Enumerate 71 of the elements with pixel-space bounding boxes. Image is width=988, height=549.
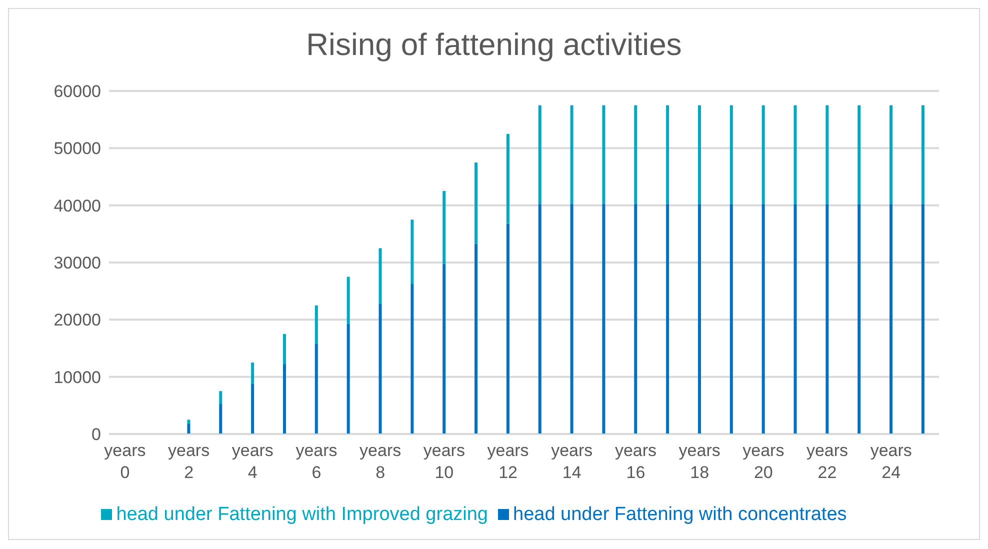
bar bbox=[921, 204, 924, 434]
bar bbox=[826, 204, 829, 434]
bar bbox=[794, 105, 797, 204]
bar bbox=[378, 248, 382, 304]
x-tick-label: years 24 bbox=[870, 441, 912, 482]
bar bbox=[410, 220, 414, 284]
bar bbox=[634, 105, 638, 204]
x-tick-label: years 2 bbox=[168, 441, 210, 482]
x-tick-label: years 10 bbox=[423, 441, 465, 482]
x-tick-label: years 6 bbox=[296, 441, 338, 482]
bar bbox=[698, 204, 701, 434]
bar bbox=[442, 264, 446, 434]
bar bbox=[506, 224, 510, 434]
bar bbox=[187, 420, 190, 424]
y-tick-label: 20000 bbox=[54, 310, 101, 330]
chart-title: Rising of fattening activities bbox=[305, 27, 683, 64]
bar bbox=[282, 334, 286, 364]
bar bbox=[890, 105, 893, 204]
bar bbox=[890, 204, 893, 434]
bar bbox=[698, 105, 701, 204]
bar bbox=[219, 391, 222, 404]
x-tick-label: years 8 bbox=[360, 441, 402, 482]
x-tick-label: years 20 bbox=[742, 441, 784, 482]
y-tick-label: 50000 bbox=[54, 139, 101, 158]
bar bbox=[602, 204, 606, 434]
bar bbox=[538, 105, 542, 204]
bar bbox=[730, 105, 733, 204]
bar bbox=[762, 105, 765, 204]
bar bbox=[251, 362, 254, 384]
x-tick-label: years 16 bbox=[614, 441, 657, 482]
bar bbox=[314, 344, 318, 434]
bar bbox=[378, 304, 382, 434]
bar bbox=[346, 276, 350, 324]
bar bbox=[730, 204, 733, 434]
bar bbox=[634, 204, 638, 434]
bar bbox=[762, 204, 765, 434]
x-tick-label: years 12 bbox=[487, 441, 529, 482]
bar bbox=[474, 244, 478, 434]
bar bbox=[921, 105, 924, 204]
bar bbox=[570, 105, 574, 204]
y-tick-label: 40000 bbox=[54, 196, 101, 216]
bar bbox=[410, 284, 414, 434]
bar bbox=[570, 204, 574, 434]
bar bbox=[826, 105, 829, 204]
bar bbox=[666, 105, 670, 204]
bar bbox=[219, 404, 222, 434]
bar bbox=[858, 105, 861, 204]
bar bbox=[538, 204, 542, 434]
x-tick-label: years 0 bbox=[104, 441, 146, 482]
y-tick-label: 60000 bbox=[54, 82, 101, 102]
bar bbox=[314, 305, 318, 344]
legend-label: head under Fattening with Improved grazing bbox=[116, 504, 488, 525]
y-tick-label: 30000 bbox=[54, 254, 101, 273]
bar bbox=[251, 384, 254, 434]
bar bbox=[187, 424, 190, 434]
bar bbox=[858, 204, 861, 434]
x-tick-label: years 14 bbox=[551, 441, 593, 482]
y-tick-label: 0 bbox=[92, 425, 101, 444]
bar bbox=[794, 204, 797, 434]
bar bbox=[506, 134, 510, 224]
x-tick-label: years 18 bbox=[678, 441, 720, 482]
x-tick-label: years 22 bbox=[806, 441, 848, 482]
y-tick-label: 10000 bbox=[54, 368, 101, 387]
x-tick-label: years 4 bbox=[232, 441, 274, 482]
legend-label: head under Fattening with concentrates bbox=[513, 504, 847, 525]
bar bbox=[602, 105, 606, 204]
bar bbox=[442, 191, 446, 264]
bar bbox=[666, 204, 670, 434]
bar bbox=[346, 324, 350, 434]
bar bbox=[282, 364, 286, 434]
bar bbox=[474, 162, 478, 244]
